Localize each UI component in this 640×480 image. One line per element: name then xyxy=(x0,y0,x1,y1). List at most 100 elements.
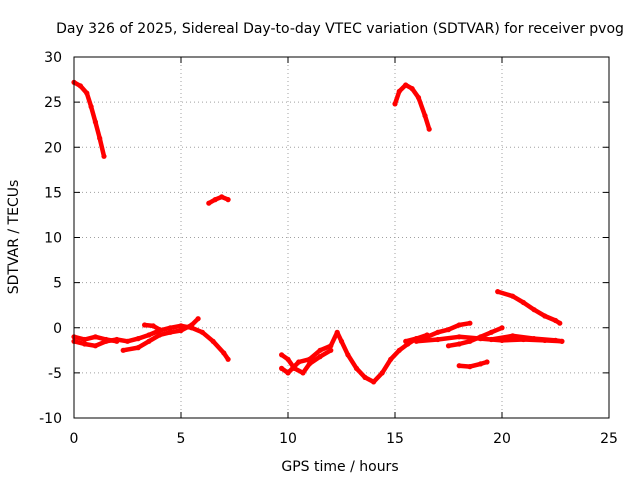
data-point xyxy=(531,307,537,313)
data-point xyxy=(114,338,120,344)
data-point xyxy=(445,343,452,349)
data-point xyxy=(456,363,462,369)
data-point xyxy=(306,361,312,367)
data-point xyxy=(210,338,216,344)
data-point xyxy=(296,359,302,365)
data-point xyxy=(379,370,385,376)
data-point xyxy=(167,329,173,335)
x-tick-label: 15 xyxy=(386,431,404,447)
grid-layer xyxy=(74,57,609,418)
data-point xyxy=(103,336,109,343)
data-point xyxy=(225,197,231,203)
data-point xyxy=(488,336,494,343)
data-point xyxy=(392,101,398,107)
data-point xyxy=(82,341,88,347)
x-tick-label: 10 xyxy=(279,431,297,447)
data-point xyxy=(478,334,484,340)
data-point xyxy=(362,374,368,380)
y-tick-label: 15 xyxy=(44,185,62,201)
data-point xyxy=(317,347,323,353)
data-point xyxy=(552,317,559,324)
data-point xyxy=(467,320,473,326)
data-point xyxy=(531,336,537,342)
data-point xyxy=(338,338,345,344)
data-point xyxy=(403,82,409,88)
data-point xyxy=(82,336,88,343)
data-point xyxy=(142,322,148,328)
x-axis-label: GPS time / hours xyxy=(281,459,398,475)
data-point xyxy=(467,338,473,344)
data-point xyxy=(178,327,184,334)
tick-layer: 0 5 10 15 20 25 -10 -5 0 5 10 15 20 25 30 xyxy=(39,50,618,447)
data-point xyxy=(279,352,285,358)
data-point xyxy=(291,365,297,371)
data-point xyxy=(495,289,501,295)
data-point xyxy=(167,325,173,331)
data-point xyxy=(445,327,452,333)
data-point xyxy=(120,347,126,353)
data-point xyxy=(456,341,462,347)
data-point xyxy=(285,370,291,376)
data-point xyxy=(146,338,152,344)
data-point xyxy=(510,333,516,339)
data-point xyxy=(488,329,494,335)
data-point xyxy=(279,365,285,371)
data-point xyxy=(334,329,340,335)
y-tick-label: 20 xyxy=(44,140,62,156)
data-point xyxy=(285,356,291,362)
y-tick-label: 30 xyxy=(44,50,62,66)
y-tick-label: 5 xyxy=(53,276,62,292)
data-point xyxy=(150,323,156,329)
data-point xyxy=(77,83,83,89)
data-point xyxy=(195,316,201,322)
data-point xyxy=(396,347,402,353)
data-point xyxy=(484,359,490,365)
data-point xyxy=(199,329,205,335)
data-point xyxy=(92,343,98,349)
y-tick-label: 0 xyxy=(53,321,62,337)
x-tick-label: 5 xyxy=(177,431,186,447)
x-tick-label: 0 xyxy=(70,431,79,447)
y-tick-label: -10 xyxy=(39,411,62,427)
data-point xyxy=(557,320,563,326)
series-line-arc2 xyxy=(206,194,231,206)
y-tick-label: 25 xyxy=(44,95,62,111)
y-tick-label: 10 xyxy=(44,231,62,247)
data-point xyxy=(317,354,323,360)
data-point xyxy=(225,356,231,362)
data-point xyxy=(413,338,419,344)
series-line-arc4 xyxy=(495,289,563,326)
data-point xyxy=(353,365,360,371)
data-point xyxy=(435,336,441,343)
y-axis-label: SDTVAR / TECUs xyxy=(6,180,22,295)
data-point xyxy=(415,95,422,101)
series-layer xyxy=(71,79,565,385)
data-point xyxy=(219,194,225,200)
data-point xyxy=(345,352,351,358)
data-point xyxy=(435,329,441,335)
data-point xyxy=(510,293,516,299)
data-point xyxy=(478,361,484,367)
data-point xyxy=(388,356,394,362)
data-point xyxy=(146,332,152,338)
data-point xyxy=(135,345,141,351)
data-point xyxy=(499,325,505,331)
data-point xyxy=(542,313,548,319)
data-point xyxy=(135,336,141,342)
data-point xyxy=(403,338,409,344)
data-point xyxy=(328,343,334,349)
data-point xyxy=(396,88,402,94)
data-point xyxy=(92,334,98,340)
data-point xyxy=(300,370,306,376)
data-point xyxy=(206,200,212,206)
data-point xyxy=(328,347,334,353)
x-tick-label: 20 xyxy=(493,431,511,447)
data-point xyxy=(371,379,377,385)
data-point xyxy=(426,126,432,132)
data-point xyxy=(456,322,462,328)
data-point xyxy=(552,337,559,343)
data-point xyxy=(88,104,94,110)
x-tick-label: 25 xyxy=(600,431,618,447)
data-point xyxy=(409,86,415,92)
